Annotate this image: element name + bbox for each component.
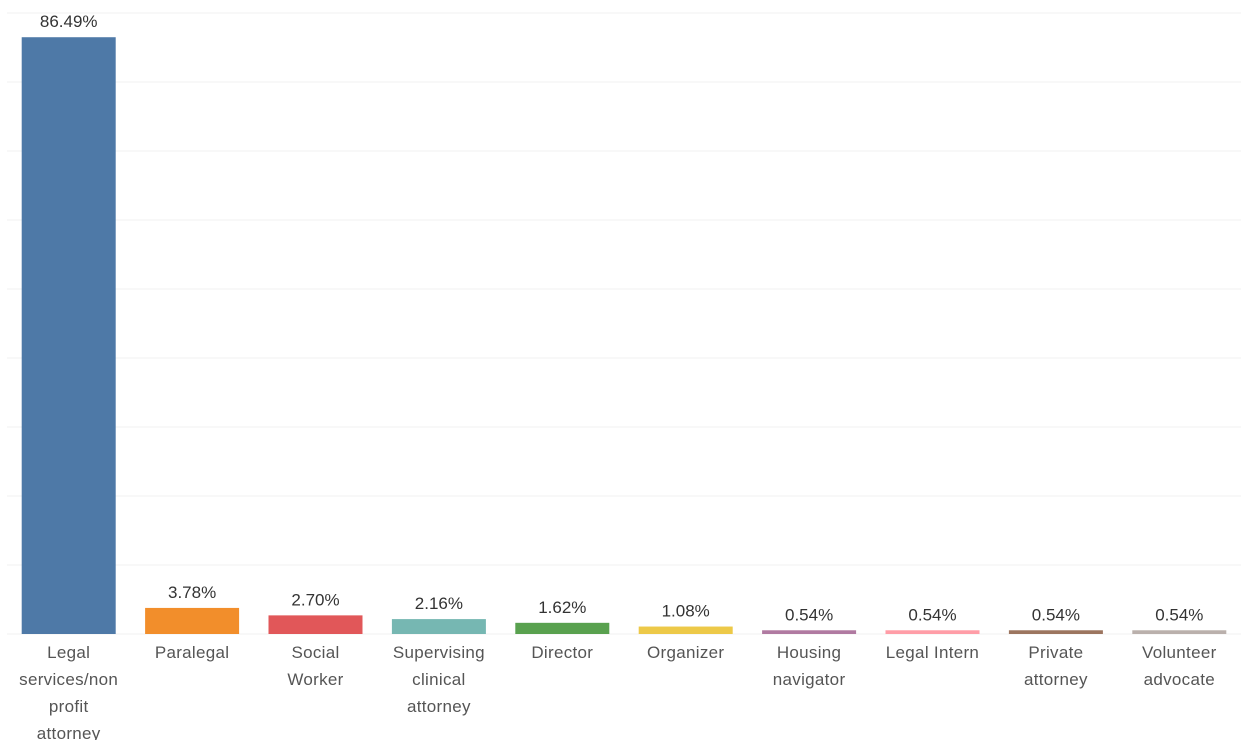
value-label: 2.16% — [415, 594, 463, 613]
bar — [268, 615, 363, 634]
x-tick-label: Director — [531, 643, 594, 662]
x-tick-label: Housing navigator — [772, 643, 846, 689]
value-label: 3.78% — [168, 583, 216, 602]
value-label: 1.62% — [538, 598, 586, 617]
x-tick-label: Private attorney — [1023, 643, 1088, 689]
value-label: 86.49% — [40, 12, 98, 31]
x-tick-label: Legal Intern — [885, 643, 980, 662]
bar — [515, 622, 610, 634]
value-label: 1.08% — [662, 602, 710, 621]
bar — [885, 630, 980, 634]
x-tick-label: Legal services/non profit attorney — [19, 643, 119, 740]
value-label: 2.70% — [291, 590, 339, 609]
bar — [145, 607, 240, 634]
x-tick-label: Paralegal — [154, 643, 230, 662]
value-label: 0.54% — [1032, 605, 1080, 624]
value-label: 0.54% — [908, 605, 956, 624]
x-tick-label: Social Worker — [287, 643, 344, 689]
bar — [638, 626, 733, 634]
value-label: 0.54% — [1155, 605, 1203, 624]
x-tick-label: Volunteer advocate — [1142, 643, 1217, 689]
bar — [762, 630, 857, 634]
x-tick-label: Organizer — [647, 643, 725, 662]
bar — [1132, 630, 1227, 634]
bar — [1008, 630, 1103, 634]
bar — [21, 37, 116, 635]
value-label: 0.54% — [785, 605, 833, 624]
bar — [391, 619, 486, 634]
x-tick-label: Supervising clinical attorney — [392, 643, 485, 716]
